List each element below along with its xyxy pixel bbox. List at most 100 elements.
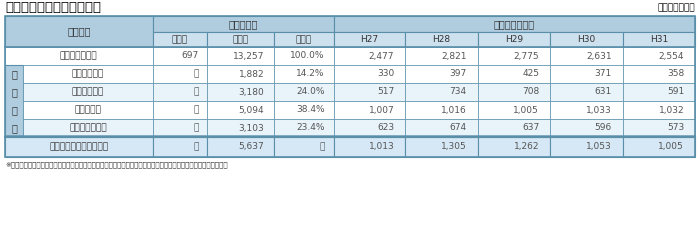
Text: －: － xyxy=(193,105,199,115)
Text: H31: H31 xyxy=(650,35,668,44)
Bar xyxy=(5,65,23,137)
Text: 事　　業　　費: 事 業 費 xyxy=(60,52,97,61)
Bar xyxy=(477,137,550,157)
Bar xyxy=(153,16,334,32)
Text: 517: 517 xyxy=(377,87,394,97)
Text: 3,180: 3,180 xyxy=(239,87,264,97)
Bar xyxy=(550,83,622,101)
Text: H30: H30 xyxy=(577,35,596,44)
Text: 596: 596 xyxy=(594,124,612,132)
Text: 734: 734 xyxy=(449,87,467,97)
Text: 674: 674 xyxy=(449,124,467,132)
Bar xyxy=(5,137,153,157)
Bar xyxy=(153,47,207,65)
Bar xyxy=(153,101,207,119)
Bar xyxy=(334,101,405,119)
Bar xyxy=(207,65,274,83)
Text: 1,005: 1,005 xyxy=(513,105,539,115)
Text: 2,775: 2,775 xyxy=(514,52,539,61)
Bar xyxy=(334,16,695,32)
Bar xyxy=(550,101,622,119)
Bar xyxy=(23,119,153,137)
Bar xyxy=(274,137,334,157)
Bar xyxy=(334,65,405,83)
Bar xyxy=(477,101,550,119)
Text: 2,631: 2,631 xyxy=(586,52,612,61)
Bar xyxy=(405,101,477,119)
Bar xyxy=(23,83,153,101)
Bar xyxy=(274,83,334,101)
Text: 358: 358 xyxy=(667,69,684,79)
Bar xyxy=(405,83,477,101)
Bar xyxy=(477,65,550,83)
Text: そ　の　他: そ の 他 xyxy=(74,105,102,115)
Bar xyxy=(622,119,695,137)
Text: 24.0%: 24.0% xyxy=(296,87,325,97)
Bar xyxy=(334,83,405,101)
Text: 1,262: 1,262 xyxy=(514,143,539,151)
Bar xyxy=(334,47,405,65)
Text: 区　　分: 区 分 xyxy=(67,26,90,37)
Bar xyxy=(334,32,405,47)
Text: －: － xyxy=(193,124,199,132)
Text: 1,013: 1,013 xyxy=(369,143,394,151)
Bar xyxy=(334,119,405,137)
Bar xyxy=(207,119,274,137)
Bar xyxy=(622,65,695,83)
Text: 708: 708 xyxy=(522,87,539,97)
Text: 14.2%: 14.2% xyxy=(296,69,325,79)
Text: －: － xyxy=(193,87,199,97)
Text: 事業費: 事業費 xyxy=(232,35,248,44)
Bar xyxy=(153,65,207,83)
Bar xyxy=(207,137,274,157)
Bar xyxy=(405,119,477,137)
Text: 構成比: 構成比 xyxy=(296,35,312,44)
Text: 23.4%: 23.4% xyxy=(296,124,325,132)
Bar xyxy=(23,65,153,83)
Bar xyxy=(622,83,695,101)
Text: 5,094: 5,094 xyxy=(239,105,264,115)
Bar xyxy=(207,83,274,101)
Text: 1,305: 1,305 xyxy=(441,143,467,151)
Text: H27: H27 xyxy=(360,35,379,44)
Text: 1,007: 1,007 xyxy=(369,105,394,115)
Bar xyxy=(207,32,274,47)
Bar xyxy=(622,47,695,65)
Bar xyxy=(622,101,695,119)
Bar xyxy=(550,47,622,65)
Bar xyxy=(550,137,622,157)
Bar xyxy=(477,83,550,101)
Text: 371: 371 xyxy=(594,69,612,79)
Bar xyxy=(274,101,334,119)
Bar xyxy=(274,65,334,83)
Text: 573: 573 xyxy=(667,124,684,132)
Bar xyxy=(5,16,153,47)
Text: 5,637: 5,637 xyxy=(239,143,264,151)
Text: 建設事業費（一般会計）: 建設事業費（一般会計） xyxy=(49,143,108,151)
Text: 3,103: 3,103 xyxy=(239,124,264,132)
Bar xyxy=(274,32,334,47)
Text: 計画事業費とその財源内訳: 計画事業費とその財源内訳 xyxy=(5,1,101,15)
Text: －: － xyxy=(193,69,199,79)
Text: 事業数: 事業数 xyxy=(172,35,188,44)
Bar xyxy=(622,32,695,47)
Bar xyxy=(153,32,207,47)
Text: 財: 財 xyxy=(11,69,17,79)
Bar xyxy=(207,101,274,119)
Text: 市　　　　債: 市 債 xyxy=(71,87,104,97)
Bar xyxy=(550,119,622,137)
Bar xyxy=(5,47,153,65)
Text: 637: 637 xyxy=(522,124,539,132)
Text: 1,053: 1,053 xyxy=(586,143,612,151)
Bar xyxy=(622,137,695,157)
Text: （単位：億円）: （単位：億円） xyxy=(657,3,695,13)
Text: H29: H29 xyxy=(505,35,523,44)
Text: 2,477: 2,477 xyxy=(369,52,394,61)
Bar xyxy=(405,65,477,83)
Bar xyxy=(477,119,550,137)
Text: 訳: 訳 xyxy=(11,123,17,133)
Bar xyxy=(405,32,477,47)
Text: 631: 631 xyxy=(594,87,612,97)
Bar xyxy=(334,137,405,157)
Bar xyxy=(405,47,477,65)
